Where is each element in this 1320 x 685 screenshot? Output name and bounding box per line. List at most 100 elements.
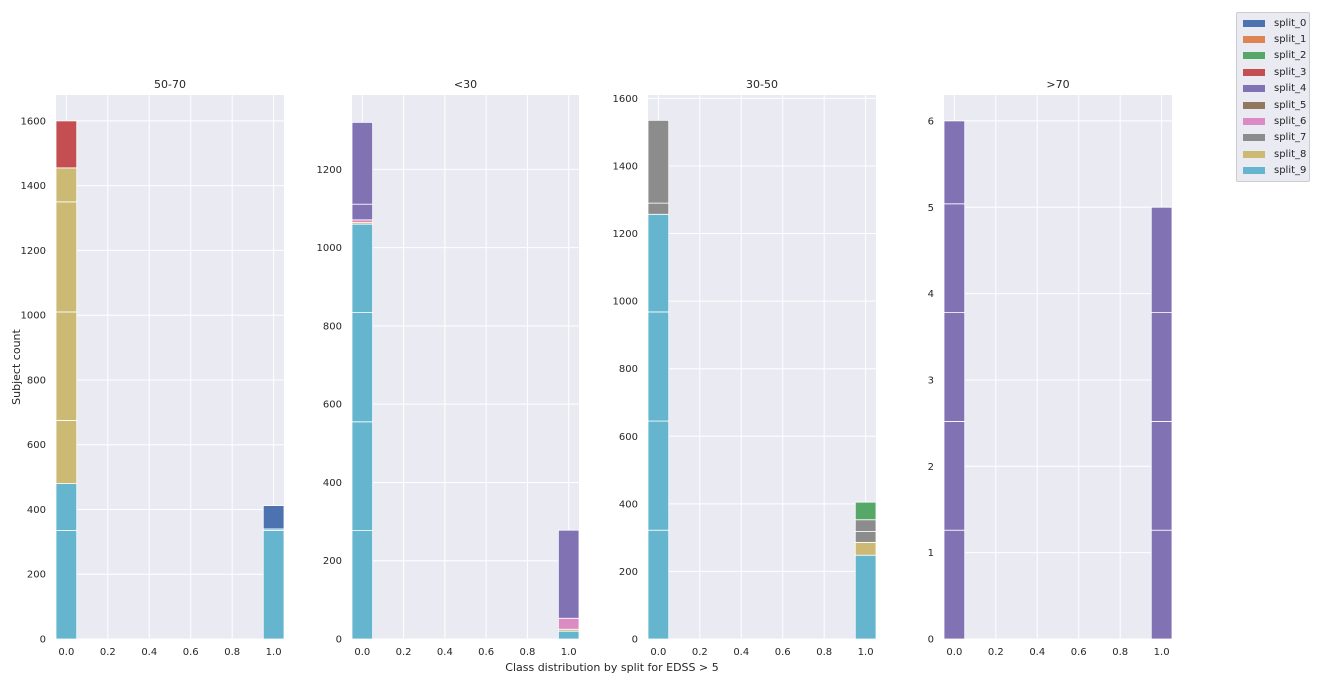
x-tick-label: 0.0 xyxy=(650,647,666,658)
legend-label: split_7 xyxy=(1274,132,1307,144)
y-tick-label: 1600 xyxy=(21,116,46,127)
bar-segment-split_9 xyxy=(55,530,78,640)
chart-panel-4: 0.0 0.2 0.4 0.6 0.8 1.0 0 1 2 3 4 5 6 >70 xyxy=(928,78,1173,658)
legend-label: split_6 xyxy=(1274,116,1307,128)
legend-entry-split_6: split_6 xyxy=(1240,113,1306,129)
legend-swatch xyxy=(1243,118,1265,126)
legend-label: split_4 xyxy=(1274,83,1307,95)
bar-segment-split_4 xyxy=(1150,206,1173,313)
x-tick-label: 0.2 xyxy=(692,647,708,658)
y-tick-label: 4 xyxy=(928,289,934,300)
legend-entry-split_9: split_9 xyxy=(1240,163,1306,179)
bar-segment-split_7 xyxy=(854,531,877,543)
chart-panel-3: 0.0 0.2 0.4 0.6 0.8 1.0 0 200 400 600 800 1000 1200 1… xyxy=(613,78,877,658)
legend-swatch xyxy=(1243,68,1265,76)
legend-swatch xyxy=(1243,85,1265,93)
y-tick-label: 200 xyxy=(27,570,46,581)
bar-segment-split_4 xyxy=(351,203,374,221)
x-tick-label: 0.8 xyxy=(224,647,240,658)
x-tick-label: 0.4 xyxy=(1029,647,1045,658)
y-tick-label: 1000 xyxy=(613,297,638,308)
y-tick-label: 200 xyxy=(619,567,638,578)
bar-segment-split_8 xyxy=(854,541,877,556)
y-tick-label: 1200 xyxy=(21,246,46,257)
y-tick-label: 0 xyxy=(632,635,638,646)
figure-xlabel: Class distribution by split for EDSS > 5 xyxy=(505,661,718,674)
y-tick-label: 600 xyxy=(323,400,342,411)
bar-segment-split_4 xyxy=(1150,312,1173,422)
y-tick-label: 1000 xyxy=(317,243,342,254)
bar-segment-split_9 xyxy=(262,530,285,640)
plot-area xyxy=(352,95,579,639)
bar-segment-split_4 xyxy=(943,529,966,640)
y-tick-label: 0 xyxy=(40,635,46,646)
legend-label: split_0 xyxy=(1274,17,1307,29)
legend-label: split_2 xyxy=(1274,50,1307,62)
y-tick-label: 1400 xyxy=(21,181,46,192)
y-tick-label: 1000 xyxy=(21,311,46,322)
bar-segment-split_4 xyxy=(557,529,580,619)
bar-segment-split_9 xyxy=(647,529,670,640)
bar-segment-split_4 xyxy=(943,420,966,531)
legend-swatch xyxy=(1243,52,1265,60)
y-tick-label: 3 xyxy=(928,375,934,386)
legend-swatch xyxy=(1243,36,1265,44)
y-tick-label: 800 xyxy=(619,364,638,375)
legend-entry-split_3: split_3 xyxy=(1240,64,1306,80)
bar-segment-split_2 xyxy=(854,501,877,521)
legend-entry-split_0: split_0 xyxy=(1240,15,1306,31)
bar-segment-split_3 xyxy=(55,120,78,169)
bar-segment-split_4 xyxy=(943,312,966,422)
x-tick-label: 0.0 xyxy=(58,647,74,658)
y-tick-label: 400 xyxy=(619,499,638,510)
bar-segment-split_9 xyxy=(351,223,374,313)
figure-ylabel: Subject count xyxy=(10,328,23,404)
bar-segment-split_7 xyxy=(854,519,877,532)
bar-segment-split_9 xyxy=(351,421,374,531)
bar-segment-split_9 xyxy=(351,530,374,640)
legend-label: split_5 xyxy=(1274,99,1307,111)
bar-segment-split_6 xyxy=(351,219,374,223)
panel-title: 50-70 xyxy=(154,78,186,91)
legend-swatch xyxy=(1243,134,1265,142)
bar-segment-split_7 xyxy=(647,119,670,204)
plot-area xyxy=(648,95,876,639)
y-tick-label: 0 xyxy=(928,635,934,646)
y-tick-label: 600 xyxy=(619,432,638,443)
y-tick-label: 6 xyxy=(928,116,934,127)
plot-area xyxy=(944,95,1172,639)
legend-swatch xyxy=(1243,19,1265,27)
bar-segment-split_9 xyxy=(557,630,580,640)
bar-segment-split_6 xyxy=(557,617,580,630)
x-tick-label: 0.4 xyxy=(437,647,453,658)
legend-label: split_1 xyxy=(1274,34,1307,46)
bar-segment-split_9 xyxy=(647,420,670,531)
panel-title: 30-50 xyxy=(746,78,778,91)
legend-label: split_8 xyxy=(1274,148,1307,160)
y-tick-label: 1400 xyxy=(613,161,638,172)
legend-entry-split_8: split_8 xyxy=(1240,146,1306,162)
y-tick-label: 5 xyxy=(928,203,934,214)
x-tick-label: 0.4 xyxy=(141,647,157,658)
bar-segment-split_0 xyxy=(262,505,285,530)
x-tick-label: 0.0 xyxy=(946,647,962,658)
y-tick-label: 1200 xyxy=(613,229,638,240)
panel-title: >70 xyxy=(1046,78,1069,91)
x-tick-label: 1.0 xyxy=(561,647,577,658)
x-tick-label: 0.6 xyxy=(478,647,494,658)
bar-segment-split_4 xyxy=(1150,529,1173,640)
bar-segment-split_8 xyxy=(55,167,78,203)
bar-segment-split_8 xyxy=(55,420,78,484)
chart-panel-1: 0.0 0.2 0.4 0.6 0.8 1.0 0 200 400 600 800 1000 1200 1… xyxy=(21,78,285,658)
bar-segment-split_8 xyxy=(55,311,78,421)
legend-entry-split_5: split_5 xyxy=(1240,97,1306,113)
plot-area xyxy=(56,95,284,639)
bar-segment-split_7 xyxy=(647,202,670,215)
bar-segment-split_9 xyxy=(351,312,374,423)
legend-entry-split_2: split_2 xyxy=(1240,48,1306,64)
bar-segment-split_4 xyxy=(943,203,966,314)
chart-panel-2: 0.0 0.2 0.4 0.6 0.8 1.0 0 200 400 600 800 1000 1200 <… xyxy=(317,78,580,658)
y-tick-label: 600 xyxy=(27,440,46,451)
